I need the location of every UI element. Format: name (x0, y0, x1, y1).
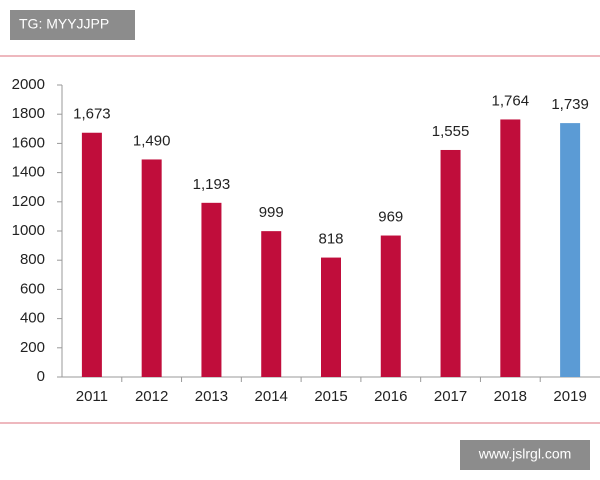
y-tick-label: 0 (37, 368, 45, 385)
y-tick-label: 1800 (12, 105, 45, 122)
y-tick-label: 200 (20, 339, 45, 356)
y-tick-label: 1400 (12, 164, 45, 181)
x-tick-label: 2012 (135, 388, 168, 405)
value-label: 999 (259, 204, 284, 221)
value-label: 1,673 (73, 106, 111, 123)
x-tick-label: 2018 (494, 388, 527, 405)
y-tick-label: 800 (20, 251, 45, 268)
bar (380, 235, 401, 377)
value-label: 1,739 (551, 96, 589, 113)
x-tick-label: 2017 (434, 388, 467, 405)
value-label: 1,193 (193, 176, 231, 193)
x-tick-label: 2014 (255, 388, 288, 405)
y-tick-label: 1000 (12, 222, 45, 239)
value-label: 818 (318, 231, 343, 248)
watermark-box (460, 440, 590, 470)
x-tick-label: 2011 (76, 388, 108, 405)
y-tick-label: 1600 (12, 134, 45, 151)
x-tick-label: 2016 (374, 388, 407, 405)
value-label: 969 (378, 208, 403, 225)
y-tick-label: 400 (20, 310, 45, 327)
value-label: 1,555 (432, 123, 470, 140)
bar (560, 123, 581, 377)
value-label: 1,490 (133, 132, 171, 149)
y-tick-label: 1200 (12, 193, 45, 210)
bar (500, 119, 521, 378)
bar (440, 149, 461, 377)
bar (201, 202, 222, 377)
bar (141, 159, 162, 377)
x-tick-label: 2015 (314, 388, 347, 405)
bar (261, 231, 282, 377)
watermark: TG: MYYJJPP (19, 16, 109, 32)
x-tick-label: 2019 (553, 388, 586, 405)
y-tick-label: 2000 (12, 76, 45, 93)
watermark: www.jslrgl.com (478, 446, 572, 462)
watermark-box (10, 10, 135, 40)
bar (81, 132, 102, 377)
bar (321, 257, 341, 377)
x-tick-label: 2013 (195, 388, 228, 405)
y-tick-label: 600 (20, 280, 45, 297)
value-label: 1,764 (492, 92, 530, 109)
